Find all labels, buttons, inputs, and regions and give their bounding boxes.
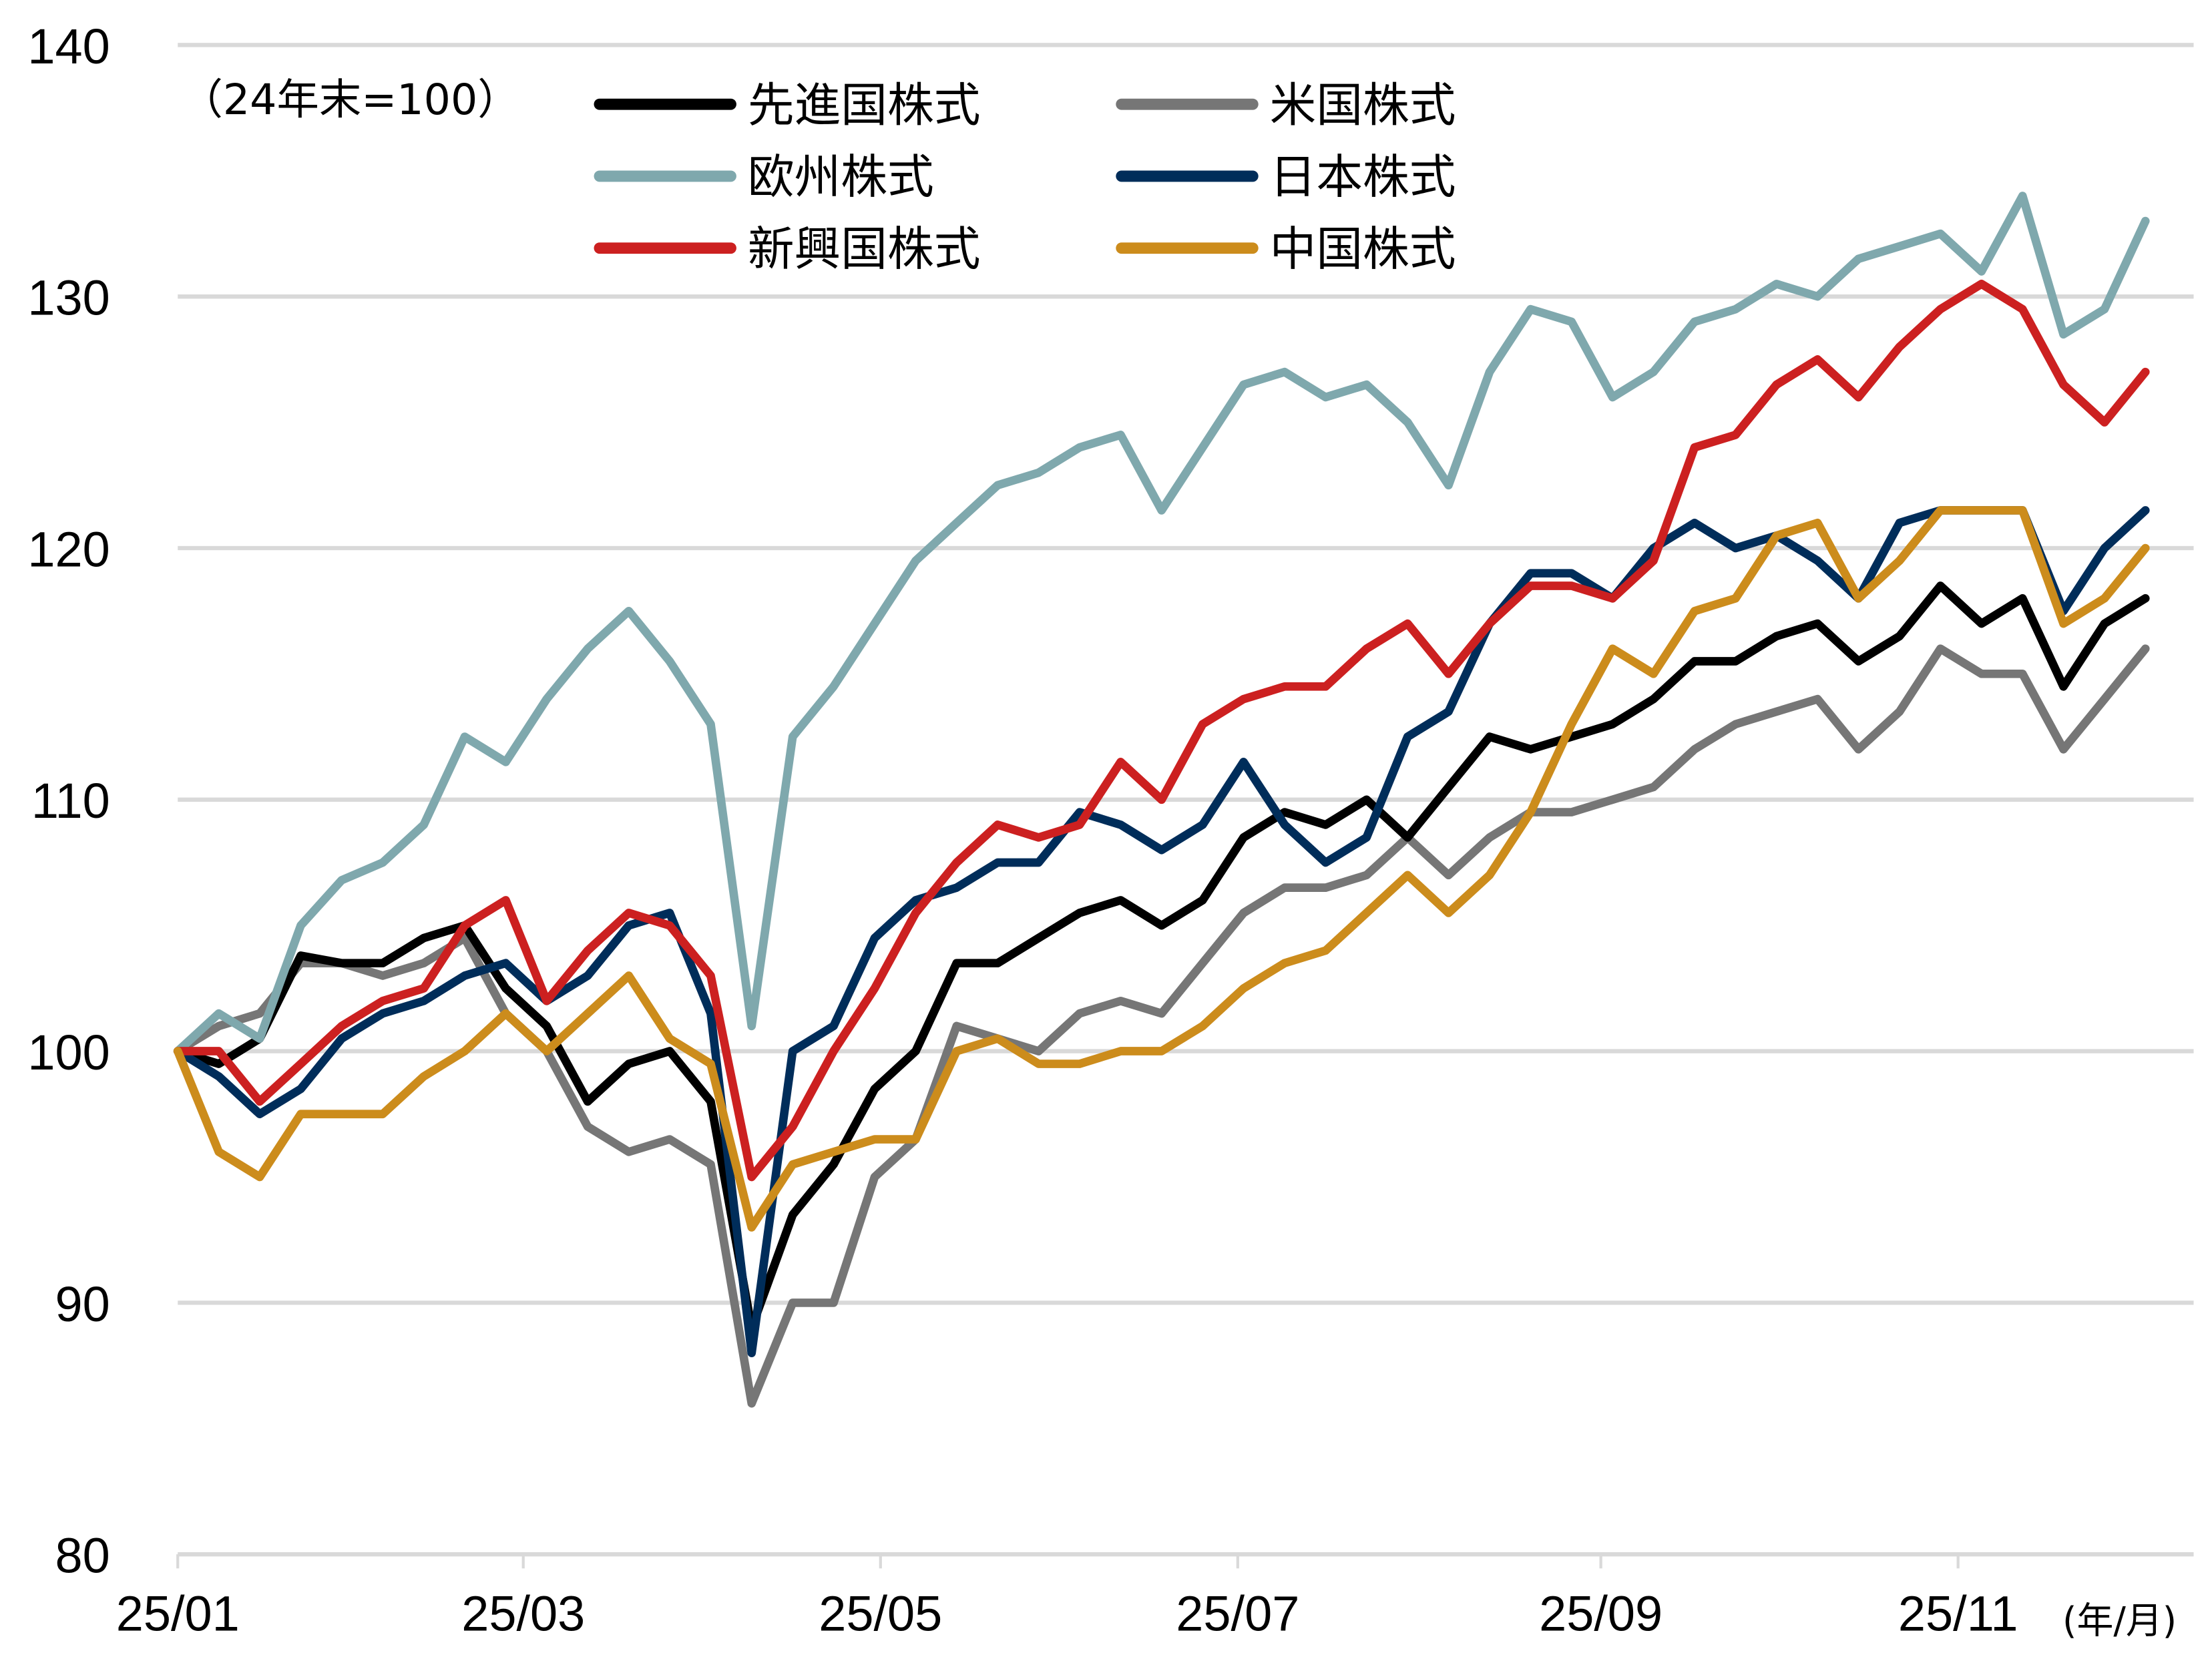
x-axis-unit-label: (年/月) [2062, 1600, 2177, 1642]
series-line-5 [173, 506, 2150, 1232]
y-tick-label: 140 [27, 19, 109, 74]
legend-label: 日本株式 [1270, 150, 1456, 204]
series-line-2 [173, 192, 2150, 1055]
series-lines [173, 192, 2150, 1408]
legend-label: 先進国株式 [748, 78, 981, 132]
index-base-note: （24年末=100） [180, 75, 519, 124]
legend-item: 日本株式 [1116, 150, 1456, 204]
x-tick-label: 25/09 [1539, 1586, 1663, 1641]
legend-item: 米国株式 [1116, 78, 1456, 132]
series-line-3 [173, 506, 2150, 1358]
y-tick-label: 100 [27, 1025, 109, 1080]
y-tick-label: 90 [55, 1276, 110, 1332]
y-tick-label: 80 [55, 1528, 110, 1584]
y-tick-label: 120 [27, 521, 109, 577]
x-tick-label: 25/03 [461, 1586, 585, 1641]
x-tick-label: 25/05 [819, 1586, 942, 1641]
legend-item: 新興国株式 [594, 222, 981, 276]
y-tick-label: 130 [27, 270, 109, 326]
legend-item: 中国株式 [1116, 222, 1456, 276]
legend-item: 欧州株式 [594, 150, 934, 204]
legend-label: 欧州株式 [748, 150, 934, 204]
gridlines [178, 43, 2194, 1557]
series-line-4 [173, 279, 2150, 1182]
legend-item: 先進国株式 [594, 78, 981, 132]
legend-label: 新興国株式 [748, 222, 981, 276]
legend-label: 中国株式 [1270, 222, 1456, 276]
x-tick-label: 25/07 [1176, 1586, 1299, 1641]
x-tick-label: 25/01 [116, 1586, 240, 1641]
y-tick-label: 110 [31, 773, 110, 828]
legend-label: 米国株式 [1270, 78, 1456, 132]
x-tick-label: 25/11 [1898, 1586, 2018, 1641]
series-line-1 [173, 581, 2150, 1333]
series-line-0 [173, 644, 2150, 1408]
y-axis-ticks: 80 90 100 110 120 130 140 [27, 19, 109, 1584]
x-axis-ticks: 25/01 25/03 25/05 25/07 25/09 25/11 [116, 1554, 2018, 1641]
